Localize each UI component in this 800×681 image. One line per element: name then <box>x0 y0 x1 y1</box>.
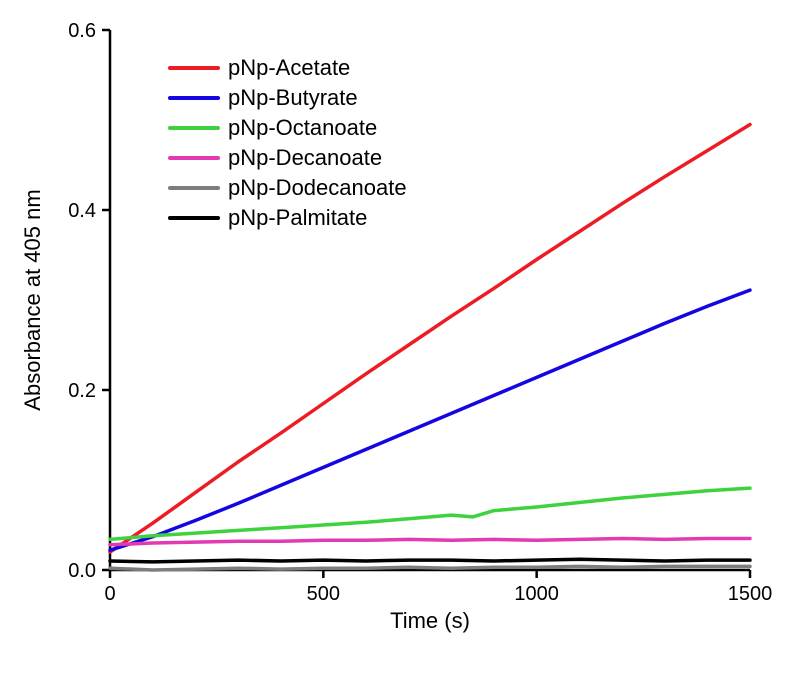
legend-label: pNp-Butyrate <box>228 85 358 110</box>
x-tick-label: 1000 <box>514 583 559 605</box>
y-tick-label: 0.0 <box>68 560 96 582</box>
y-tick-label: 0.6 <box>68 20 96 42</box>
x-tick-label: 1500 <box>728 583 773 605</box>
absorbance-chart: 0 500 1000 1500 0.0 0.2 0.4 0.6 Time (s) Absorban… <box>0 0 800 681</box>
chart-svg: 0 500 1000 1500 0.0 0.2 0.4 0.6 Time (s) Absorban… <box>0 0 800 681</box>
x-tick-label: 0 <box>104 583 115 605</box>
x-tick-label: 500 <box>307 583 340 605</box>
y-tick-label: 0.4 <box>68 200 96 222</box>
legend-label: pNp-Octanoate <box>228 115 377 140</box>
x-axis-label: Time (s) <box>390 608 470 633</box>
legend-label: pNp-Acetate <box>228 55 350 80</box>
chart-background <box>0 0 800 681</box>
y-tick-label: 0.2 <box>68 380 96 402</box>
legend-label: pNp-Palmitate <box>228 205 367 230</box>
y-axis-label: Absorbance at 405 nm <box>20 189 45 410</box>
series-line <box>110 559 750 562</box>
legend-label: pNp-Dodecanoate <box>228 175 407 200</box>
legend-label: pNp-Decanoate <box>228 145 382 170</box>
